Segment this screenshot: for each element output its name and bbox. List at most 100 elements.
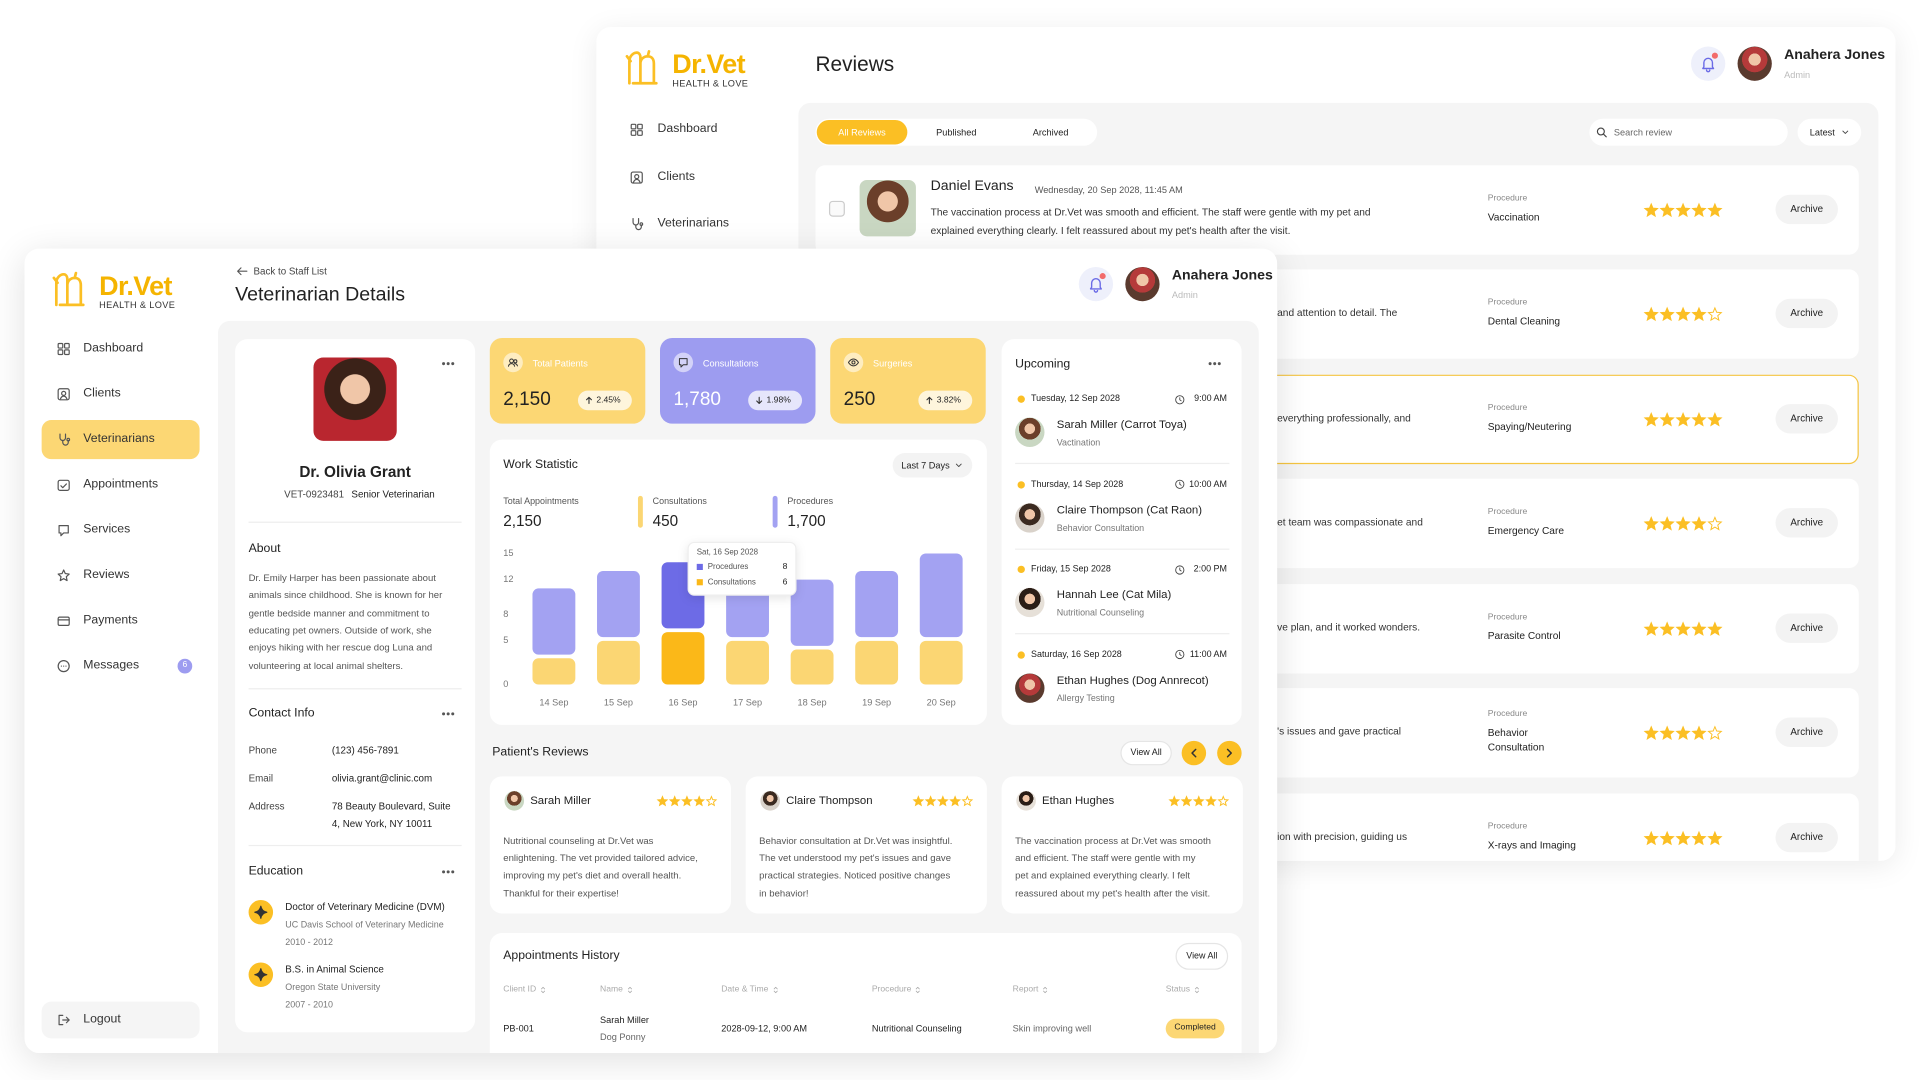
tooltip-series: Procedures xyxy=(708,562,749,571)
years: 2010 - 2012 xyxy=(285,936,334,948)
notification-button[interactable] xyxy=(1078,266,1114,302)
view-all-label[interactable]: View All xyxy=(1186,949,1218,961)
back-link[interactable]: Back to Staff List xyxy=(253,265,327,277)
star xyxy=(705,795,718,807)
status-pill xyxy=(1165,1018,1225,1039)
star xyxy=(1659,201,1675,217)
nav-icon-part xyxy=(57,569,70,582)
nav-item[interactable]: Veterinarians xyxy=(83,432,155,446)
tab[interactable]: Published xyxy=(936,126,977,138)
date-dot xyxy=(1017,650,1025,659)
procedure-value: X-rays and Imaging xyxy=(1487,838,1576,852)
checkbox[interactable] xyxy=(828,200,845,217)
archive-label[interactable]: Archive xyxy=(1790,726,1824,738)
nav-item[interactable]: Clients xyxy=(657,170,695,184)
archive-label[interactable]: Archive xyxy=(1790,307,1824,319)
archive-button[interactable] xyxy=(1775,298,1838,329)
nav-active xyxy=(41,420,200,460)
notification-button[interactable] xyxy=(1691,46,1726,81)
nav-icon xyxy=(57,660,70,673)
messages-badge: 6 xyxy=(182,660,188,670)
clock-icon xyxy=(1175,479,1185,489)
logo-name: Dr.Vet xyxy=(672,48,745,80)
nav-item[interactable]: Appointments xyxy=(83,477,159,492)
view-all-label[interactable]: View All xyxy=(1130,746,1162,758)
column-header[interactable]: Date & Time xyxy=(721,985,769,995)
nav-item[interactable]: Dashboard xyxy=(83,341,144,356)
search-box[interactable] xyxy=(1589,118,1788,146)
user-avatar xyxy=(1125,266,1160,302)
procedure-value: Dental Cleaning xyxy=(1487,314,1561,327)
appointment-time: 10:00 AM xyxy=(1189,477,1227,489)
user-role: Admin xyxy=(1171,289,1198,301)
review-text: ve plan, and it worked wonders. xyxy=(1277,620,1421,634)
y-tick-label: 5 xyxy=(503,635,508,645)
star xyxy=(1168,795,1181,807)
archive-label[interactable]: Archive xyxy=(1790,622,1824,634)
stat-value: 1,780 xyxy=(673,389,721,410)
x-tick-label: 19 Sep xyxy=(862,697,891,707)
procedure-label: Procedure xyxy=(1487,613,1528,622)
sort-icon-part xyxy=(540,986,545,994)
archive-label[interactable]: Archive xyxy=(1790,203,1824,215)
column-header[interactable]: Status xyxy=(1165,985,1191,995)
profile-card xyxy=(235,339,476,1033)
archive-label[interactable]: Archive xyxy=(1790,516,1824,529)
nav-item[interactable]: Dashboard xyxy=(657,122,718,136)
nav-icon-part xyxy=(57,660,70,673)
sort-dropdown[interactable] xyxy=(1797,118,1862,146)
column-header[interactable]: Report xyxy=(1012,985,1039,995)
nav-icon-part xyxy=(637,130,643,136)
appointment-time: 9:00 AM xyxy=(1194,392,1227,404)
clock-icon-part xyxy=(1175,394,1185,404)
procedure-label: Procedure xyxy=(1487,298,1528,308)
archive-label[interactable]: Archive xyxy=(1790,412,1824,424)
review-text: and efficient. The staff were gentle wit… xyxy=(1015,852,1196,864)
range-dropdown[interactable] xyxy=(892,453,973,478)
star xyxy=(1659,411,1675,426)
archive-button[interactable] xyxy=(1775,194,1838,225)
archive-button[interactable] xyxy=(1775,717,1838,747)
tab[interactable]: Archived xyxy=(1032,126,1069,138)
archive-button[interactable] xyxy=(1775,404,1838,434)
more-icon xyxy=(442,712,455,716)
nav-item[interactable]: Reviews xyxy=(83,568,130,582)
logout-label[interactable]: Logout xyxy=(83,1012,121,1027)
chevron-part xyxy=(955,463,962,467)
degree: B.S. in Animal Science xyxy=(285,963,384,975)
column-header[interactable]: Procedure xyxy=(871,985,912,995)
nav-item[interactable]: Payments xyxy=(83,613,138,627)
archive-label[interactable]: Archive xyxy=(1790,831,1824,843)
nav-icon-part xyxy=(635,224,642,231)
view-all-button[interactable] xyxy=(1175,942,1229,970)
star xyxy=(1643,724,1659,740)
user-role: Admin xyxy=(1784,69,1811,81)
view-all-button[interactable] xyxy=(1120,740,1172,766)
archive-button[interactable] xyxy=(1775,822,1838,853)
bar-segment xyxy=(532,658,576,685)
next-button[interactable] xyxy=(1217,740,1242,766)
appointments-card xyxy=(489,933,1242,1054)
change-arrow-part xyxy=(756,396,763,405)
x-tick-label: 14 Sep xyxy=(539,697,568,707)
tab[interactable]: All Reviews xyxy=(838,126,886,138)
rating xyxy=(656,795,718,807)
sort-icon-part xyxy=(916,986,921,994)
nav-item[interactable]: Clients xyxy=(83,386,121,401)
back-icon-part xyxy=(237,267,248,276)
archive-button[interactable] xyxy=(1775,508,1838,538)
nav-item[interactable]: Services xyxy=(83,522,131,537)
nav-item[interactable]: Messages xyxy=(83,658,140,673)
clock-icon-part xyxy=(1179,651,1182,656)
prev-button[interactable] xyxy=(1181,740,1207,766)
star xyxy=(1675,201,1691,217)
star xyxy=(1691,411,1707,426)
column-header[interactable]: Client ID xyxy=(503,985,537,995)
total-label: Total Appointments xyxy=(503,495,579,507)
range-label[interactable]: Last 7 Days xyxy=(901,459,950,471)
archive-button[interactable] xyxy=(1775,613,1838,643)
more-icon-part xyxy=(446,712,450,716)
column-header[interactable]: Name xyxy=(600,985,623,995)
appointment-date: Friday, 15 Sep 2028 xyxy=(1031,562,1111,574)
nav-item[interactable]: Veterinarians xyxy=(657,216,730,231)
